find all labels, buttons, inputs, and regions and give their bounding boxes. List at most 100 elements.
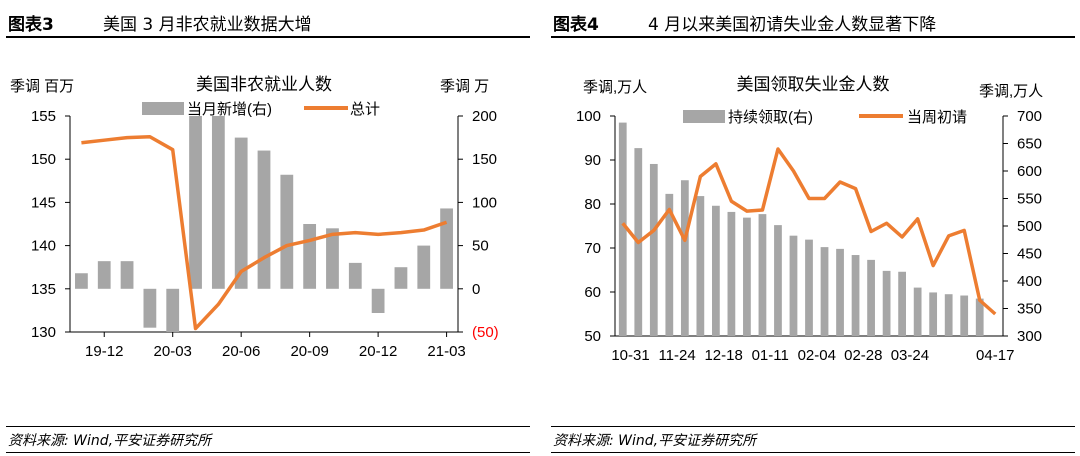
- header-rule: [551, 36, 1075, 38]
- right-tick-label: 550: [1017, 191, 1042, 208]
- x-tick-label: 10-31: [611, 347, 649, 364]
- left-tick-label: 135: [31, 281, 56, 298]
- right-tick-label: 100: [472, 194, 497, 211]
- bar-monthly-change: [97, 261, 111, 289]
- bar-monthly-change: [120, 261, 134, 289]
- figure-number: 图表3: [8, 15, 54, 35]
- left-tick-label: 50: [584, 328, 601, 345]
- bar-continuing-claims: [960, 295, 969, 336]
- bottom-rule: [6, 452, 530, 453]
- right-tick-label: 600: [1017, 163, 1042, 180]
- left-tick-label: 90: [584, 152, 601, 169]
- left-axis-unit: 季调 百万: [10, 78, 74, 95]
- bar-continuing-claims: [805, 239, 813, 336]
- bar-monthly-change: [257, 150, 271, 289]
- bar-monthly-change: [166, 288, 180, 332]
- source-note: 资料来源: Wind,平安证券研究所: [553, 433, 757, 449]
- bar-monthly-change: [326, 228, 339, 289]
- x-tick-label: 11-24: [658, 347, 695, 364]
- bar-continuing-claims: [836, 248, 844, 336]
- right-axis-unit: 季调,万人: [979, 83, 1043, 100]
- right-tick-label: 450: [1017, 246, 1042, 263]
- bar-monthly-change: [211, 116, 225, 289]
- chart-title: 美国领取失业金人数: [737, 75, 890, 94]
- bar-monthly-change: [143, 288, 157, 328]
- bar-monthly-change: [417, 245, 431, 289]
- source-note: 资料来源: Wind,平安证券研究所: [8, 433, 212, 449]
- bar-continuing-claims: [851, 255, 860, 336]
- bar-continuing-claims: [680, 180, 689, 336]
- figure-panel-3: 图表3 美国 3 月非农就业数据大增 美国非农就业人数 季调 百万 季调 万当月新增…: [6, 0, 530, 456]
- left-tick-label: 155: [31, 108, 56, 125]
- left-tick-label: 60: [584, 284, 601, 301]
- bar-continuing-claims: [618, 122, 627, 336]
- bar-continuing-claims: [975, 298, 984, 336]
- bar-monthly-change: [348, 262, 362, 289]
- left-tick-label: 130: [31, 324, 56, 341]
- x-tick-label: 21-03: [427, 343, 465, 360]
- line-initial-claims: [621, 147, 997, 316]
- right-tick-label: 0: [472, 281, 480, 298]
- legend-label-bar: 持续领取(右): [728, 109, 813, 126]
- x-tick-label: 19-12: [85, 343, 123, 360]
- right-tick-label: 50: [472, 238, 489, 255]
- bar-continuing-claims: [944, 294, 953, 336]
- bar-continuing-claims: [665, 193, 674, 336]
- bar-continuing-claims: [649, 163, 658, 336]
- x-tick-label: 03-24: [891, 347, 929, 364]
- bar-monthly-change: [440, 208, 453, 289]
- bar-group: [75, 116, 453, 332]
- left-tick-label: 140: [31, 238, 56, 255]
- right-tick-label: 300: [1017, 328, 1042, 345]
- legend-label-bar: 当月新增(右): [187, 101, 272, 118]
- left-axis-unit: 季调,万人: [583, 79, 647, 96]
- bar-monthly-change: [371, 288, 385, 313]
- figure-header: 图表4 4 月以来美国初请失业金人数显著下降: [551, 6, 1075, 36]
- figure-panel-4: 图表4 4 月以来美国初请失业金人数显著下降 美国领取失业金人数 季调,万人 季调,…: [551, 0, 1075, 456]
- figure-number: 图表4: [553, 15, 599, 35]
- bar-continuing-claims: [727, 211, 736, 336]
- legend-label-line: 总计: [350, 101, 380, 118]
- bar-monthly-change: [303, 224, 317, 289]
- bottom-rule: [551, 452, 1075, 453]
- source-rule: [6, 426, 530, 427]
- left-tick-label: 100: [576, 108, 601, 125]
- figure-title: 美国 3 月非农就业数据大增: [103, 15, 312, 35]
- bar-continuing-claims: [929, 292, 938, 336]
- left-tick-label: 145: [31, 194, 56, 211]
- legend-swatch-bar: [683, 110, 725, 123]
- x-tick-label: 12-18: [704, 347, 742, 364]
- bar-monthly-change: [234, 137, 248, 289]
- figure-title: 4 月以来美国初请失业金人数显著下降: [648, 15, 937, 35]
- left-tick-label: 80: [584, 196, 601, 213]
- bar-continuing-claims: [758, 214, 767, 336]
- x-tick-label: 20-06: [222, 343, 260, 360]
- right-tick-label: 150: [472, 151, 497, 168]
- x-tick-label: 20-09: [290, 343, 328, 360]
- bar-continuing-claims: [913, 287, 922, 336]
- right-tick-label: 500: [1017, 218, 1042, 235]
- right-tick-label: 350: [1017, 301, 1042, 318]
- line-total-payrolls: [81, 134, 448, 331]
- figure-header: 图表3 美国 3 月非农就业数据大增: [6, 6, 530, 36]
- bar-monthly-change: [394, 267, 408, 289]
- header-rule: [6, 36, 530, 38]
- bar-monthly-change: [189, 116, 202, 289]
- right-tick-label: (50): [472, 324, 499, 341]
- bar-continuing-claims: [882, 270, 891, 336]
- x-tick-label: 02-28: [844, 347, 882, 364]
- bar-monthly-change: [75, 273, 88, 289]
- bar-continuing-claims: [867, 259, 875, 336]
- bar-continuing-claims: [774, 225, 782, 336]
- x-tick-label: 20-03: [154, 343, 192, 360]
- left-tick-label: 150: [31, 151, 56, 168]
- right-tick-label: 650: [1017, 136, 1042, 153]
- source-rule: [551, 426, 1075, 427]
- bar-continuing-claims: [898, 271, 906, 336]
- bar-continuing-claims: [696, 196, 705, 336]
- right-tick-label: 400: [1017, 273, 1042, 290]
- left-tick-label: 70: [584, 240, 601, 257]
- right-tick-label: 700: [1017, 108, 1042, 125]
